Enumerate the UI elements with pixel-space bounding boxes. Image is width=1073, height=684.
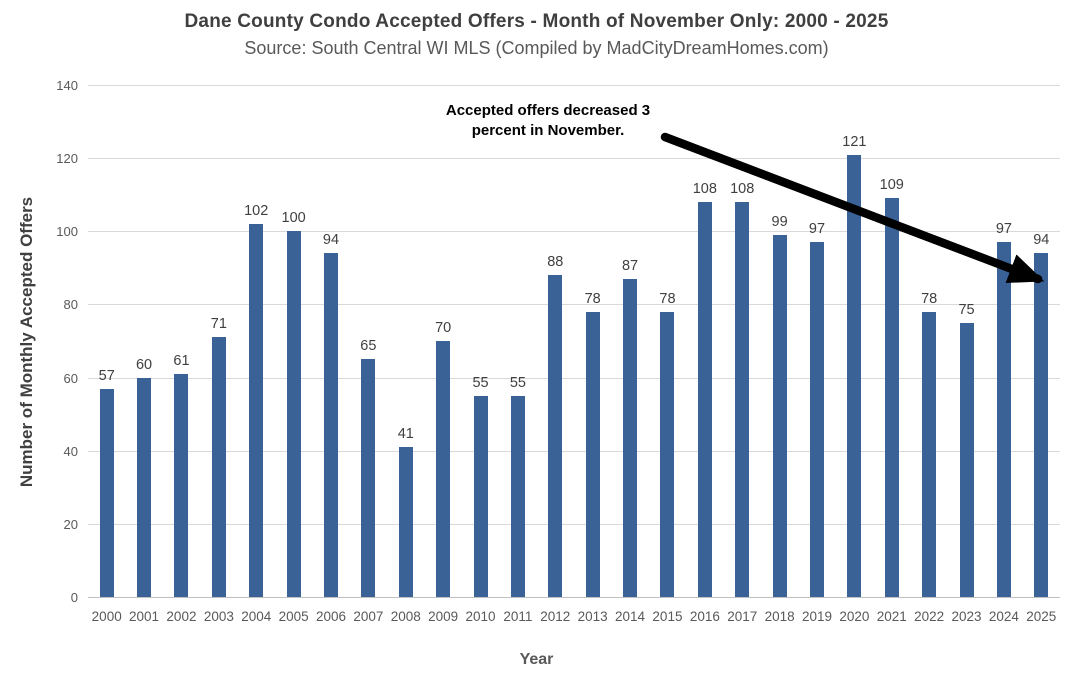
bar-value-label-2014: 87 <box>621 257 639 274</box>
bar-2016 <box>697 202 712 597</box>
bar-2011 <box>510 395 525 597</box>
bar-2015 <box>660 311 675 597</box>
x-axis-title: Year <box>519 651 554 668</box>
bar-value-label-2006: 94 <box>322 232 340 249</box>
y-tick-label-140: 140 <box>56 78 78 93</box>
bar-2013 <box>585 311 600 597</box>
bar-2022 <box>922 311 937 597</box>
bar-value-label-2000: 57 <box>98 367 115 384</box>
bar-2006 <box>324 253 338 597</box>
x-tick-label-2007: 2007 <box>353 609 384 624</box>
x-tick-label-2000: 2000 <box>91 609 122 624</box>
bar-value-label-2021: 109 <box>879 177 904 194</box>
x-tick-label-2005: 2005 <box>278 609 309 624</box>
bar-value-label-2007: 65 <box>360 338 377 355</box>
gridline-0 <box>88 597 1060 598</box>
bar-value-label-2009: 70 <box>435 320 452 336</box>
bar-2021 <box>884 198 899 597</box>
bar-2009 <box>436 341 451 597</box>
bar-2025 <box>1034 253 1049 597</box>
annotation-line-2: percent in November. <box>471 122 625 140</box>
bar-2010 <box>473 395 488 597</box>
x-tick-label-2010: 2010 <box>465 609 496 624</box>
bar-value-label-2025: 94 <box>1033 232 1050 249</box>
x-tick-label-2018: 2018 <box>764 609 795 624</box>
x-tick-label-2022: 2022 <box>914 609 945 624</box>
bar-2017 <box>735 202 750 597</box>
gridline-100 <box>88 231 1060 233</box>
bar-2020 <box>847 154 862 597</box>
bar-value-label-2023: 75 <box>958 301 975 318</box>
bar-2008 <box>398 447 413 597</box>
x-tick-label-2019: 2019 <box>801 609 833 624</box>
bar-value-label-2001: 60 <box>135 356 153 373</box>
annotation-text: Accepted offers decreased 3 percent in N… <box>398 101 698 141</box>
gridline-120 <box>88 158 1060 160</box>
y-tick-label-120: 120 <box>56 151 78 167</box>
bar-2004 <box>249 223 264 597</box>
gridline-40 <box>88 450 1060 452</box>
bar-value-label-2008: 41 <box>397 426 414 443</box>
bar-2005 <box>286 231 301 597</box>
bar-2003 <box>211 337 226 597</box>
bar-value-label-2005: 100 <box>281 210 306 227</box>
x-tick-label-2014: 2014 <box>615 609 646 624</box>
y-tick-label-40: 40 <box>63 443 78 459</box>
bar-2018 <box>772 234 787 597</box>
bar-2000 <box>99 388 114 597</box>
y-tick-label-20: 20 <box>63 516 78 532</box>
bar-2024 <box>996 242 1011 597</box>
bar-value-label-2010: 55 <box>472 374 489 391</box>
x-tick-label-2024: 2024 <box>988 609 1019 624</box>
gridline-60 <box>88 377 1060 379</box>
y-tick-label-60: 60 <box>63 370 78 386</box>
bar-value-label-2019: 97 <box>808 221 826 238</box>
bar-value-label-2017: 108 <box>730 181 755 198</box>
chart-title: Dane County Condo Accepted Offers - Mont… <box>184 11 889 32</box>
x-tick-label-2011: 2011 <box>503 609 533 624</box>
gridline-20 <box>88 523 1060 525</box>
bar-2019 <box>810 242 824 597</box>
x-tick-label-2025: 2025 <box>1026 609 1057 624</box>
y-tick-label-100: 100 <box>56 224 78 240</box>
x-tick-label-2012: 2012 <box>540 609 571 624</box>
bar-2007 <box>361 359 376 597</box>
gridline-80 <box>88 304 1060 306</box>
gridline-140 <box>88 85 1060 86</box>
x-tick-label-2009: 2009 <box>428 609 459 624</box>
bar-2014 <box>623 278 638 597</box>
x-tick-label-2023: 2023 <box>951 609 982 624</box>
bar-2001 <box>137 377 152 597</box>
bar-2012 <box>548 275 563 597</box>
chart-subtitle: Source: South Central WI MLS (Compiled b… <box>244 38 829 58</box>
x-tick-label-2017: 2017 <box>727 609 758 624</box>
x-tick-label-2016: 2016 <box>689 609 720 624</box>
bar-value-label-2015: 78 <box>659 290 676 307</box>
bar-value-label-2012: 88 <box>547 254 564 271</box>
bar-2002 <box>174 373 189 597</box>
bar-value-label-2003: 71 <box>210 316 227 333</box>
bar-2023 <box>959 322 974 597</box>
bar-value-label-2004: 102 <box>244 202 269 219</box>
bar-value-label-2013: 78 <box>584 290 601 307</box>
x-tick-label-2002: 2002 <box>166 609 197 624</box>
x-tick-label-2021: 2021 <box>876 609 907 624</box>
bar-value-label-2011: 55 <box>509 374 526 391</box>
plot-area: 0 20 40 60 80 100 120 140 57 60 61 71 102 100 94 65 41 7… <box>56 78 1060 624</box>
bar-value-label-2022: 78 <box>921 290 938 307</box>
bar-value-label-2002: 61 <box>173 352 190 369</box>
x-tick-label-2001: 2001 <box>129 609 160 624</box>
bar-value-label-2020: 121 <box>842 133 867 150</box>
x-tick-label-2020: 2020 <box>839 609 870 624</box>
x-tick-label-2008: 2008 <box>390 609 421 624</box>
annotation-line-1: Accepted offers decreased 3 <box>445 102 651 119</box>
x-tick-label-2006: 2006 <box>315 609 347 624</box>
x-tick-label-2004: 2004 <box>241 609 272 624</box>
x-tick-label-2003: 2003 <box>203 609 234 624</box>
y-tick-label-0: 0 <box>70 590 78 605</box>
x-tick-label-2013: 2013 <box>577 609 608 624</box>
y-tick-label-80: 80 <box>63 297 78 313</box>
x-tick-label-2015: 2015 <box>652 609 683 624</box>
